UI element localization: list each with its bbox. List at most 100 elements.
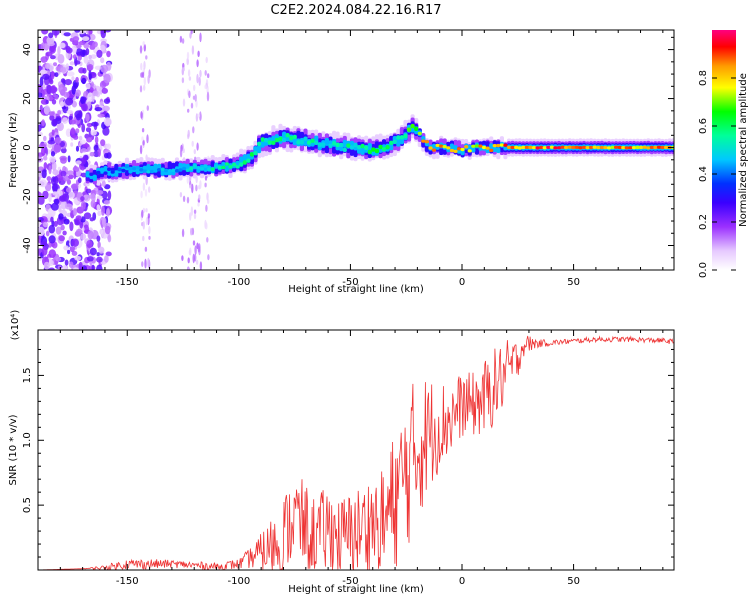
spectrogram-noise-blob: [90, 129, 97, 136]
spectrogram-noise-blob: [60, 157, 67, 164]
spectrogram-ridge-cell: [217, 165, 222, 170]
spectrogram-noise-blob: [41, 30, 49, 35]
spectrogram-ridge-cell: [228, 165, 233, 169]
x-tick-label: 50: [567, 277, 580, 288]
spectrogram-ridge-cell: [339, 142, 344, 148]
spectrogram-noise-blob: [96, 256, 103, 263]
spectrogram-noise-blob: [82, 49, 86, 56]
spectrogram-noise-blob: [198, 194, 201, 201]
spectrogram-noise-blob: [182, 67, 185, 72]
spectrogram-noise-blob: [66, 109, 74, 115]
spectrogram-noise-blob: [46, 176, 52, 182]
spectrogram-noise-blob: [83, 55, 89, 64]
spectrogram-noise-blob: [80, 166, 85, 171]
spectrogram-noise-blob: [179, 148, 183, 158]
spectrogram-noise-blob: [96, 204, 101, 211]
spectrogram-noise-blob: [106, 208, 110, 217]
colorbar-tick-label: 0.6: [698, 118, 709, 134]
spectrogram-noise-blob: [40, 42, 46, 52]
spectrogram-ridge-cell: [157, 168, 162, 172]
spectrogram-noise-blob: [103, 98, 111, 104]
spectrogram-noise-blob: [41, 119, 45, 127]
spectrogram-ridge-cell: [292, 137, 297, 146]
spectrogram-noise-blob: [78, 177, 82, 184]
spectrogram-noise-blob: [71, 238, 79, 247]
spectrogram-noise-blob: [38, 124, 42, 132]
spectrogram-noise-blob: [41, 169, 47, 179]
spectrogram-ridge-cell: [546, 145, 551, 149]
spectrogram-ridge-cell: [192, 164, 197, 168]
spectrogram-noise-blob: [104, 184, 111, 190]
x-tick-label: -50: [342, 277, 358, 288]
spectrogram-ridge-cell: [489, 143, 494, 150]
spectrogram-ridge-cell: [257, 141, 262, 146]
spectrogram-noise-blob: [60, 224, 65, 231]
spectrogram-ridge-cell: [153, 169, 158, 173]
spectrogram-noise-blob: [140, 190, 143, 199]
spectrogram-noise-blob: [142, 41, 145, 46]
spectrogram-ridge-cell: [271, 140, 276, 145]
spectrogram-ridge-cell: [474, 144, 479, 148]
spectrogram-ridge-cell: [160, 169, 165, 176]
spectrogram-noise-blob: [76, 228, 83, 235]
spectrogram-noise-blob: [144, 188, 148, 197]
spectrogram-noise-blob: [79, 220, 84, 229]
spectrogram-ridge-cell: [328, 143, 333, 148]
spectrogram-noise-blob: [60, 147, 67, 154]
spectrogram-noise-blob: [181, 38, 185, 44]
spectrogram-noise-blob: [71, 76, 75, 81]
spectrogram-noise-blob: [182, 195, 186, 202]
spectrogram-noise-blob: [48, 32, 54, 39]
spectrogram-noise-blob: [89, 151, 95, 157]
spectrogram-noise-blob: [72, 267, 79, 270]
spectrogram-noise-blob: [49, 115, 55, 121]
spectrogram-noise-blob: [70, 183, 79, 190]
spectrogram-noise-blob: [59, 190, 63, 197]
spectrogram-noise-blob: [63, 245, 69, 251]
spectrogram-ridge-cell: [153, 163, 158, 170]
spectrogram-y-axis: -40 -20 0 20 40: [22, 36, 674, 259]
spectrogram-noise-blob: [66, 71, 75, 77]
spectrogram-noise-blob: [143, 60, 146, 70]
spectrogram-noise-blob: [51, 161, 57, 171]
spectrogram-ridge-cell: [639, 145, 644, 150]
spectrogram-ridge-cell: [435, 143, 440, 147]
spectrogram-noise-blob: [142, 139, 145, 146]
spectrogram-ridge-cell: [496, 143, 501, 148]
figure-title: C2E2.2024.084.22.16.R17: [270, 3, 441, 18]
spectrogram-ridge-cell: [324, 140, 329, 145]
spectrogram-noise-blob: [87, 101, 91, 109]
spectrogram-ridge-cell: [139, 168, 144, 172]
spectrogram-ridge-cell: [178, 162, 183, 170]
spectrogram-noise-blob: [63, 218, 70, 225]
spectrogram-noise-blob: [182, 98, 186, 107]
spectrogram-ridge-cell: [257, 145, 262, 154]
spectrogram-ridge-cell: [642, 145, 647, 149]
spectrogram-noise-blob: [50, 216, 54, 223]
spectrogram-noise-blob: [86, 256, 94, 262]
spectrogram-noise-blob: [81, 77, 87, 85]
spectrogram-noise-blob: [143, 44, 146, 52]
spectrogram-ridge-cell: [606, 146, 612, 150]
spectrogram-y-label: Frequency (Hz): [8, 112, 19, 188]
spectrogram-noise-blob: [143, 84, 146, 91]
snr-panel: -150 -100 -50 0 50 0.5 1.0 1.5 Height of strai…: [8, 310, 675, 595]
spectrogram-noise-blob: [197, 202, 200, 207]
spectrogram-ridge-cell: [521, 145, 526, 150]
spectrogram-noise-blob: [100, 205, 105, 216]
x-tick-label: -100: [227, 277, 250, 288]
spectrogram-noise-blob: [73, 170, 77, 180]
spectrogram-noise-blob: [192, 253, 195, 264]
snr-frame: [37, 329, 675, 571]
spectrogram-ridge-cell: [664, 145, 669, 150]
spectrogram-noise-blob: [66, 170, 75, 176]
spectrogram-noise-blob: [62, 264, 68, 270]
spectrogram-noise-blob: [87, 230, 94, 240]
spectrogram-noise-blob: [147, 74, 150, 84]
spectrogram-noise-blob: [187, 69, 191, 77]
spectrogram-noise-blob: [94, 136, 99, 144]
spectrogram-noise-blob: [88, 73, 93, 80]
spectrogram-noise-blob: [50, 151, 56, 157]
spectrogram-noise-blob: [39, 104, 43, 114]
spectrogram-noise-blob: [187, 129, 190, 138]
